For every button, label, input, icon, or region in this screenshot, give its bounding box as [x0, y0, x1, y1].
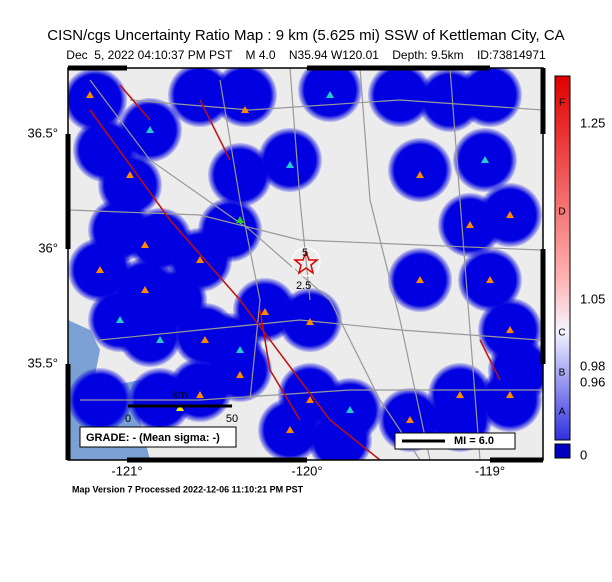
- lon-label: -119°: [475, 463, 505, 478]
- grade-box: [79, 426, 237, 448]
- colorbar-value: 0: [580, 447, 587, 462]
- station: [141, 286, 149, 293]
- colorbar-value: 0.96: [580, 374, 605, 389]
- lon-label: -120°: [291, 463, 322, 478]
- station: [486, 276, 494, 283]
- station: [286, 426, 294, 433]
- title: CISN/cgs Uncertainty Ratio Map : 9 km (5…: [47, 27, 564, 44]
- station: [416, 171, 424, 178]
- station: [346, 406, 354, 413]
- station: [466, 221, 474, 228]
- station: [126, 171, 134, 178]
- frame-ticks: [65, 65, 546, 463]
- station: [146, 126, 154, 133]
- station: [241, 106, 249, 113]
- station: [416, 276, 424, 283]
- colorbar-zero: [554, 443, 571, 459]
- station: [456, 391, 464, 398]
- station: [506, 391, 514, 398]
- colorbar-letter: B: [559, 368, 566, 379]
- station: [406, 416, 414, 423]
- mi-legend: MI = 6.0: [454, 435, 494, 447]
- station: [236, 346, 244, 353]
- station: [306, 396, 314, 403]
- station: [86, 91, 94, 98]
- grade: GRADE: - (Mean sigma: -): [86, 432, 220, 444]
- uncertainty-zone: [458, 68, 522, 127]
- contour: [291, 247, 321, 277]
- station: [286, 161, 294, 168]
- station: [506, 211, 514, 218]
- station: [306, 318, 314, 325]
- roads: [69, 68, 543, 460]
- colorbar: [554, 75, 571, 441]
- uncertainty-zone: [308, 408, 372, 460]
- colorbar-letter: F: [559, 98, 565, 109]
- station: [116, 316, 124, 323]
- contour-label: 5: [302, 247, 308, 259]
- footer: Map Version 7 Processed 2022-12-06 11:10…: [72, 484, 304, 494]
- uncertainty-zone: [368, 68, 432, 127]
- station: [141, 241, 149, 248]
- lat-label: 35.5°: [27, 355, 58, 370]
- stations: [86, 91, 514, 433]
- station: [96, 266, 104, 273]
- station: [196, 256, 204, 263]
- lat-label: 36°: [38, 240, 58, 255]
- uncertainty-zone: [258, 128, 322, 192]
- uncertainty-zone: [488, 338, 543, 402]
- lon-label: -121°: [111, 463, 142, 478]
- station: [236, 371, 244, 378]
- scale-label: 50: [226, 413, 238, 425]
- station: [201, 336, 209, 343]
- station: [196, 391, 204, 398]
- map-area: 5 2.5 GRADE: - (Mean sigma: -) MI = 6.0 …: [68, 68, 543, 460]
- station: [326, 91, 334, 98]
- mi-box: [394, 432, 516, 450]
- uncertainty-zone: [213, 68, 277, 127]
- uncertainty-zone: [208, 143, 272, 207]
- station: [481, 156, 489, 163]
- subtitle: Dec 5, 2022 04:10:37 PM PST M 4.0 N35.94…: [66, 48, 546, 62]
- scale-unit: km: [173, 389, 188, 401]
- station: [236, 216, 244, 223]
- epicenter: [292, 249, 320, 275]
- colorbar-value: 1.05: [580, 291, 605, 306]
- contour-label: 2.5: [296, 280, 311, 292]
- uncertainty-zone: [68, 68, 127, 132]
- colorbar-value: 1.25: [580, 115, 605, 130]
- station: [156, 336, 164, 343]
- colorbar-value: 0.98: [580, 358, 605, 373]
- station: [261, 308, 269, 315]
- colorbar-letter: C: [558, 328, 565, 339]
- uncertainty-zone: [388, 138, 452, 202]
- station: [506, 326, 514, 333]
- colorbar-letter: D: [558, 207, 565, 218]
- faults: [89, 84, 501, 460]
- scale-label: 0: [125, 413, 131, 425]
- colorbar-letter: A: [559, 407, 566, 418]
- lat-label: 36.5°: [27, 125, 58, 140]
